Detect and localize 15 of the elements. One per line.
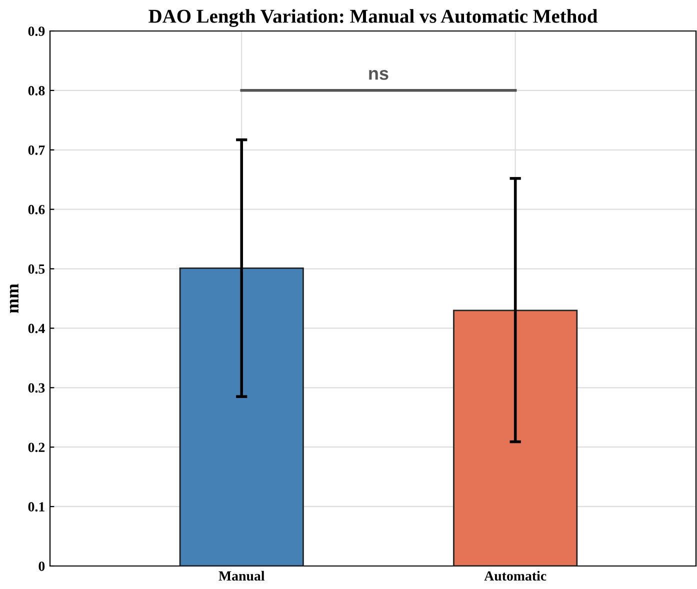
chart-title: DAO Length Variation: Manual vs Automatic Method — [148, 9, 598, 27]
y-tick-label: 0.2 — [28, 442, 45, 452]
x-tick-label: Automatic — [484, 570, 546, 581]
annotation: ns — [369, 70, 388, 80]
y-axis-title: mm — [10, 284, 18, 314]
y-tick-label: 0.8 — [28, 86, 45, 96]
y-tick-label: 0.5 — [28, 264, 45, 274]
y-tick-label: 0.6 — [28, 204, 45, 214]
y-tick-label: 0.3 — [28, 383, 45, 393]
x-tick-label: Manual — [218, 570, 265, 581]
y-tick-label: 0 — [38, 562, 45, 571]
y-tick-label: 0.4 — [28, 324, 45, 334]
y-tick-label: 0.7 — [28, 145, 45, 155]
y-tick-label: 0.9 — [28, 26, 45, 36]
y-tick-label: 0.1 — [28, 502, 44, 512]
